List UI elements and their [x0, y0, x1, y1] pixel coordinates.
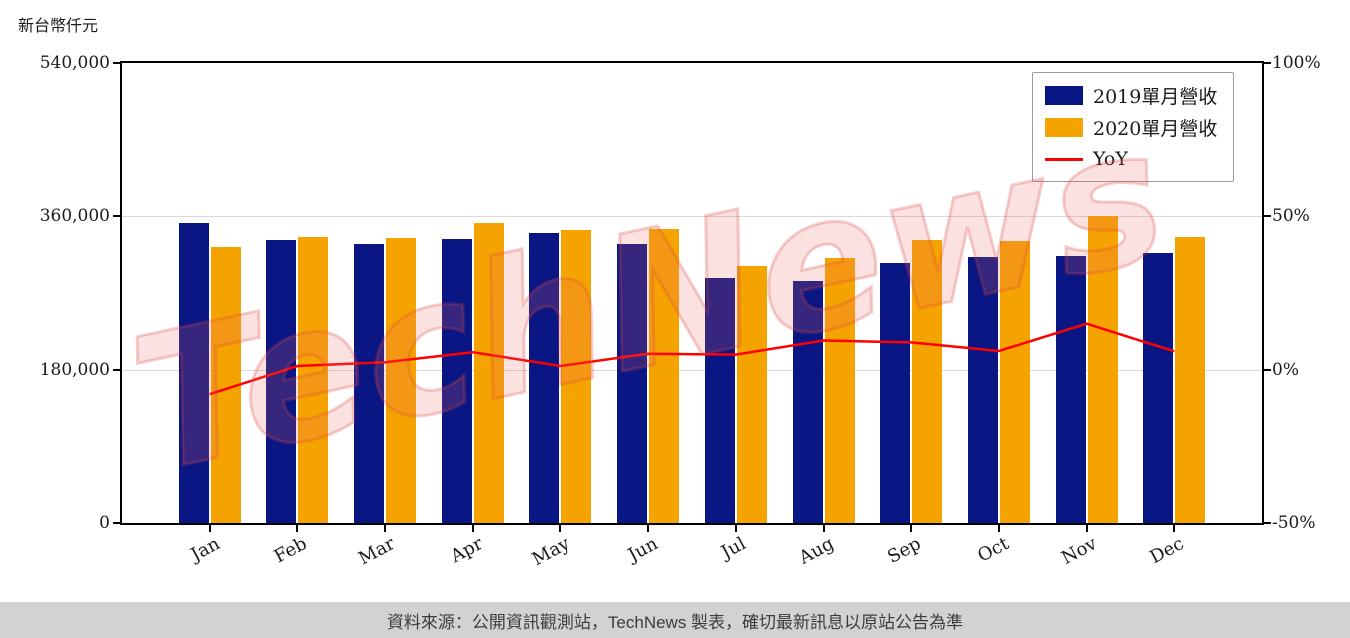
bar-2019-apr	[441, 239, 472, 523]
legend-swatch-2019	[1045, 85, 1083, 105]
gridline	[122, 369, 1262, 371]
legend-label-yoy: YoY	[1093, 148, 1128, 170]
bar-2020-nov	[1087, 216, 1118, 523]
x-tick-mark	[296, 525, 299, 532]
y-tick-label-right: -50%	[1272, 513, 1316, 533]
yoy-line-layer	[209, 322, 1175, 396]
bar-2020-feb	[298, 236, 329, 523]
x-tick-label: Oct	[974, 533, 1013, 567]
bar-2020-apr	[473, 223, 504, 523]
bar-2020-mar	[386, 237, 417, 523]
y-tick-mark-left	[113, 522, 120, 524]
y-tick-label-right: 100%	[1272, 53, 1321, 73]
gridline	[122, 216, 1262, 218]
y-tick-label-left: 540,000	[39, 53, 110, 73]
bar-2019-dec	[1143, 252, 1174, 523]
x-tick-mark	[559, 525, 562, 532]
bar-2020-may	[561, 229, 592, 523]
x-tick-label: Nov	[1057, 533, 1100, 569]
y-tick-mark-right	[1264, 522, 1271, 524]
x-tick-mark	[734, 525, 737, 532]
x-tick-label: Aug	[795, 533, 837, 569]
y-tick-mark-left	[113, 215, 120, 218]
legend-item-2019: 2019單月營收	[1045, 83, 1218, 108]
x-tick-mark	[910, 525, 913, 532]
y-tick-mark-left	[113, 368, 120, 371]
x-tick-mark	[647, 525, 650, 532]
bar-2020-dec	[1175, 236, 1206, 523]
y-tick-label-left: 0	[99, 513, 110, 533]
legend-label-2019: 2019單月營收	[1093, 85, 1218, 108]
x-tick-label: Feb	[271, 533, 311, 568]
x-tick-mark	[822, 525, 825, 532]
bar-2019-nov	[1055, 256, 1086, 523]
y-tick-mark-right	[1264, 368, 1271, 371]
x-tick-mark	[997, 525, 1000, 532]
x-tick-label: Sep	[884, 533, 925, 568]
bar-2019-sep	[880, 263, 911, 523]
legend: 2019單月營收 2020單月營收 YoY	[1032, 72, 1235, 182]
bar-2020-sep	[912, 240, 943, 523]
bar-2020-jun	[649, 229, 680, 523]
footer-text: 資料來源：公開資訊觀測站，TechNews 製表，確切最新訊息以原站公告為準	[386, 612, 964, 632]
bar-2019-may	[529, 233, 560, 523]
x-tick-label: Mar	[355, 533, 399, 570]
x-tick-mark	[1173, 525, 1176, 532]
legend-swatch-2020	[1045, 117, 1083, 137]
x-tick-mark	[1085, 525, 1088, 532]
bar-2019-aug	[792, 281, 823, 523]
x-tick-label: Apr	[447, 533, 487, 568]
bar-2019-jan	[178, 223, 209, 523]
legend-item-yoy: YoY	[1045, 147, 1217, 171]
y-tick-label-left: 180,000	[39, 359, 110, 380]
y-tick-label-right: 50%	[1272, 206, 1310, 227]
x-tick-mark	[208, 525, 211, 532]
footer-bar: 資料來源：公開資訊觀測站，TechNews 製表，確切最新訊息以原站公告為準	[0, 602, 1350, 638]
legend-item-2020: 2020單月營收	[1045, 115, 1218, 140]
legend-swatch-yoy	[1045, 157, 1083, 161]
x-tick-mark	[384, 525, 387, 532]
bar-2020-oct	[999, 241, 1030, 523]
y-tick-label-right: 0%	[1272, 359, 1299, 380]
x-tick-mark	[471, 525, 474, 532]
y-tick-mark-left	[113, 62, 120, 64]
bar-2020-aug	[824, 258, 855, 523]
bar-2019-jun	[617, 243, 648, 523]
bar-2019-oct	[967, 257, 998, 523]
x-tick-label: Dec	[1146, 533, 1188, 569]
y-tick-label-left: 360,000	[39, 206, 110, 227]
x-tick-label: Jul	[717, 533, 750, 564]
bar-2019-jul	[704, 277, 735, 523]
bar-2019-feb	[266, 240, 297, 523]
legend-label-2020: 2020單月營收	[1093, 117, 1218, 140]
x-tick-label: May	[529, 533, 574, 571]
y-tick-mark-right	[1264, 215, 1271, 218]
x-tick-label: Jan	[187, 533, 224, 566]
bar-2019-mar	[354, 244, 385, 523]
bar-2020-jul	[736, 265, 767, 523]
x-tick-label: Jun	[624, 533, 662, 566]
yoy-polyline	[209, 322, 1175, 396]
left-axis-title: 新台幣仟元	[18, 18, 99, 35]
y-tick-mark-right	[1264, 62, 1271, 64]
